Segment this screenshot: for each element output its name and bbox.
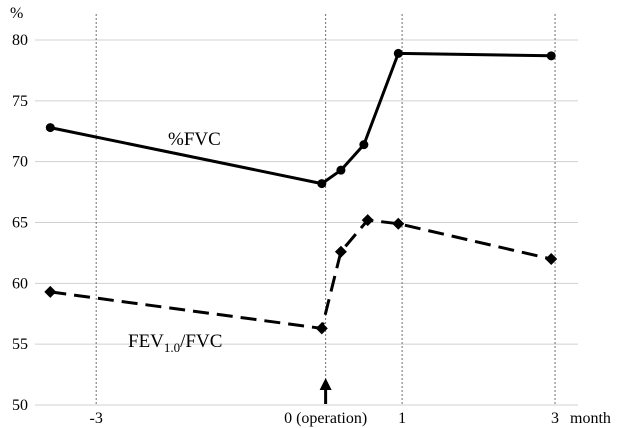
data-point (315, 322, 328, 335)
series-line-1 (50, 218, 552, 330)
arrow-head (319, 378, 332, 390)
y-axis-label: % (10, 5, 23, 22)
x-axis: -3 0 (operation) 1 3 month (90, 410, 611, 427)
y-tick-label: 65 (12, 215, 28, 232)
x-tick-label: 0 (operation) (284, 410, 367, 427)
series-label-fvc: %FVC (168, 129, 221, 150)
series-label-fev-fvc: FEV1.0/FVC (128, 331, 222, 355)
x-tick-label: 3 (551, 410, 559, 427)
y-tick-label: 60 (12, 275, 28, 292)
series-labels: %FVC FEV1.0/FVC (128, 129, 222, 355)
data-point (334, 245, 347, 258)
series-line-0 (49, 51, 552, 186)
y-tick-label: 50 (12, 397, 28, 414)
y-tick-label: 55 (12, 336, 28, 353)
x-tick-label: -3 (90, 410, 103, 427)
y-axis: 50 55 60 65 70 75 80% (10, 5, 28, 414)
data-point (393, 48, 403, 58)
data-point (45, 123, 55, 133)
x-tick-label: 1 (398, 410, 406, 427)
y-tick-label: 80 (12, 32, 28, 49)
operation-arrow (319, 378, 332, 404)
data-point (545, 253, 558, 265)
data-point (392, 217, 405, 230)
data-point (546, 51, 556, 61)
y-tick-label: 70 (12, 154, 28, 171)
series-group (44, 48, 558, 335)
data-point (359, 140, 369, 150)
data-point (44, 285, 57, 298)
y-tick-label: 75 (12, 93, 28, 110)
grid (35, 14, 578, 406)
data-point (361, 214, 374, 227)
x-axis-label: month (570, 410, 611, 427)
data-point (336, 165, 346, 175)
data-point (317, 179, 327, 189)
